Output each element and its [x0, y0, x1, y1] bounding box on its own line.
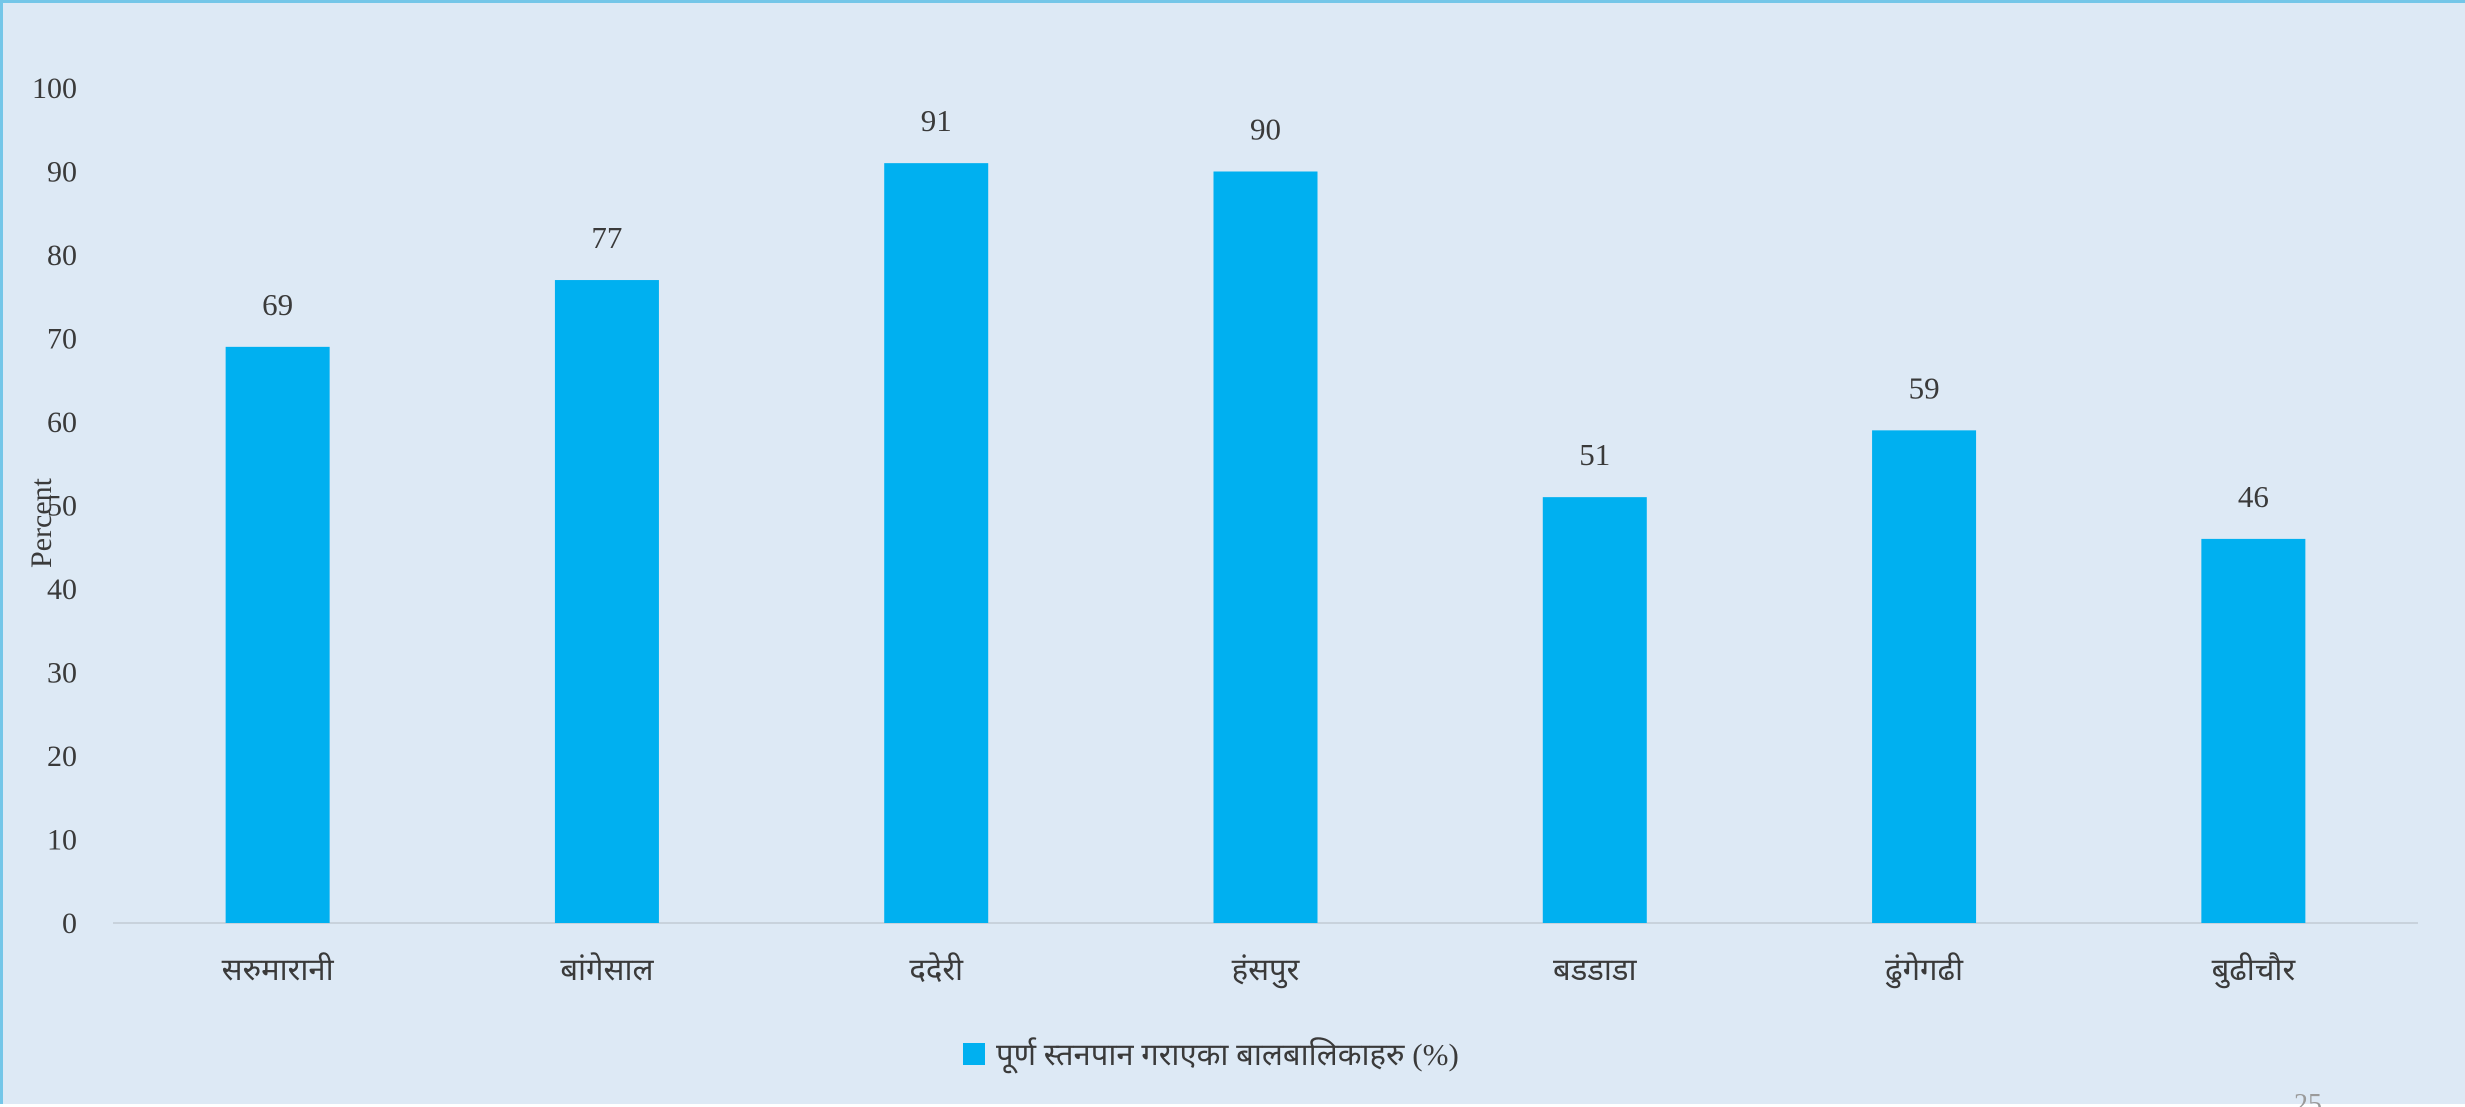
category-label: बांगेसाल — [560, 952, 654, 987]
y-tick-label: 100 — [32, 72, 77, 105]
data-label: 90 — [1250, 112, 1281, 147]
y-tick-label: 70 — [47, 323, 77, 356]
data-label: 51 — [1579, 437, 1610, 472]
data-label: 91 — [921, 103, 952, 138]
bar — [1542, 497, 1647, 923]
bars-group — [225, 163, 2306, 924]
y-tick-label: 90 — [47, 156, 77, 189]
data-label: 69 — [262, 287, 293, 322]
category-labels-group: सरुमारानी बांगेसाल ददेरी हंसपुर बडडाडा ढुंगेग… — [222, 952, 2297, 989]
bar — [1213, 171, 1318, 923]
category-label: सरुमारानी — [222, 952, 335, 987]
y-tick-label: 30 — [47, 657, 77, 690]
y-tick-label: 50 — [47, 490, 77, 523]
data-label: 77 — [591, 220, 622, 255]
data-labels-group: 69 77 91 90 51 59 46 — [262, 103, 2269, 514]
y-tick-label: 40 — [47, 573, 77, 606]
bar — [2201, 538, 2306, 923]
legend-label: पूर्ण स्तनपान गराएका बालबालिकाहरु (%) — [996, 1037, 1459, 1074]
y-axis-title: Percent — [25, 477, 58, 568]
data-label: 46 — [2238, 479, 2269, 514]
legend-swatch — [963, 1043, 985, 1065]
bar-chart: 0 10 20 30 40 50 60 70 80 90 100 69 77 91 90 51 59 46 सर… — [25, 72, 2418, 1107]
y-axis-ticks: 0 10 20 30 40 50 60 70 80 90 100 — [32, 72, 77, 940]
y-tick-label: 0 — [62, 907, 77, 940]
page-number: 25 — [2294, 1089, 2322, 1107]
y-tick-label: 60 — [47, 406, 77, 439]
bar — [225, 346, 330, 924]
legend: पूर्ण स्तनपान गराएका बालबालिकाहरु (%) — [963, 1037, 1459, 1074]
y-tick-label: 80 — [47, 239, 77, 272]
category-label: हंसपुर — [1232, 952, 1301, 989]
category-label: ददेरी — [909, 952, 964, 987]
y-tick-label: 10 — [47, 824, 77, 857]
category-label: बडडाडा — [1553, 952, 1637, 987]
data-label: 59 — [1909, 370, 1940, 405]
category-label: ढुंगेगढी — [1885, 952, 1964, 989]
bar — [1872, 430, 1977, 923]
bar — [554, 280, 659, 923]
bar — [884, 163, 989, 923]
category-label: बुढीचौर — [2212, 952, 2297, 989]
y-tick-label: 20 — [47, 740, 77, 773]
